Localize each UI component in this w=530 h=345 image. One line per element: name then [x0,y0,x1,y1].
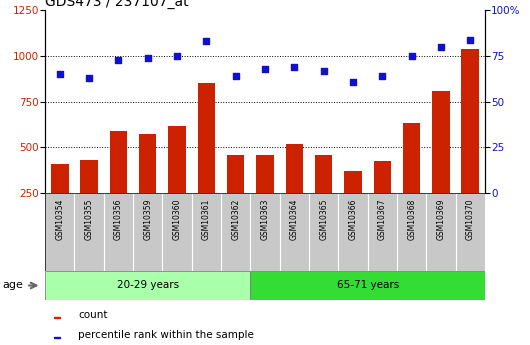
Bar [139,134,156,239]
Text: GSM10367: GSM10367 [378,199,387,240]
Bar [250,271,485,300]
Point [466,37,474,42]
Text: GSM10360: GSM10360 [173,199,181,240]
Point [320,68,328,73]
Bar [54,337,60,338]
Bar [432,91,450,239]
Point [173,53,181,59]
Text: GSM10368: GSM10368 [407,199,416,240]
Point [261,66,269,72]
Bar [286,144,303,239]
Bar [51,164,68,239]
Text: GSM10364: GSM10364 [290,199,299,240]
Text: count: count [78,309,108,319]
Text: GSM10362: GSM10362 [231,199,240,240]
Point [144,55,152,61]
Bar [198,82,215,239]
Text: GSM10365: GSM10365 [319,199,328,240]
Bar [45,271,250,300]
Bar [374,161,391,239]
Text: GSM10355: GSM10355 [85,199,93,240]
Text: percentile rank within the sample: percentile rank within the sample [78,330,254,340]
Bar [227,155,244,239]
Text: 20-29 years: 20-29 years [117,280,179,290]
Bar [256,155,274,239]
Point [85,75,93,81]
Bar [168,127,186,239]
Text: GSM10370: GSM10370 [466,199,475,240]
Bar [344,171,362,239]
Point [56,71,64,77]
Point [114,57,122,62]
Text: GSM10356: GSM10356 [114,199,123,240]
Text: GSM10354: GSM10354 [55,199,64,240]
Point [437,44,445,50]
Text: GSM10361: GSM10361 [202,199,211,240]
Point [378,73,386,79]
Point [349,79,357,85]
Text: GSM10369: GSM10369 [437,199,445,240]
Point [290,64,298,70]
Point [202,39,210,44]
Text: 65-71 years: 65-71 years [337,280,399,290]
Text: GSM10359: GSM10359 [143,199,152,240]
Point [408,53,416,59]
Bar [110,131,127,239]
Text: age: age [3,280,23,290]
Bar [462,49,479,239]
Point [232,73,240,79]
Bar [80,160,98,239]
Bar [403,123,420,239]
Text: GDS473 / 237107_at: GDS473 / 237107_at [45,0,189,9]
Bar [54,317,60,318]
Bar [315,155,332,239]
Text: GSM10366: GSM10366 [349,199,357,240]
Text: GSM10363: GSM10363 [261,199,269,240]
